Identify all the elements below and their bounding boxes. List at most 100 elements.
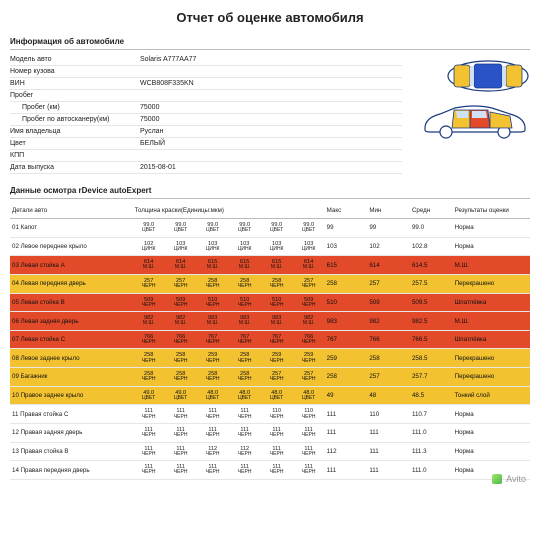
avito-icon (492, 474, 502, 484)
result-cell: Норма (453, 442, 530, 461)
measurement-cell: 983М.Ш. (229, 312, 261, 331)
measurement-cell: 510ЧЕРН (229, 293, 261, 312)
measurement-cell: 258ЧЕРН (133, 349, 165, 368)
measurement-cell: 49.0ЦВЕТ (165, 386, 197, 405)
info-block: Модель автоSolaris A777AA77Номер кузоваВ… (10, 54, 530, 174)
part-name-cell: 09 Багажник (10, 368, 133, 387)
part-name-cell: 01 Капот (10, 219, 133, 238)
table-row: 08 Левое заднее крыло258ЧЕРН258ЧЕРН259ЧЕ… (10, 349, 530, 368)
measurement-cell: 112ЧЕРН (229, 442, 261, 461)
avg-cell: 48.5 (410, 386, 453, 405)
th-part: Детали авто (10, 203, 133, 219)
th-max: Макс (325, 203, 368, 219)
measurement-cell: 111ЧЕРН (229, 405, 261, 424)
info-value (140, 68, 402, 75)
result-cell: Перекрашено (453, 349, 530, 368)
measurement-cell: 111ЧЕРН (261, 442, 293, 461)
info-row: Модель автоSolaris A777AA77 (10, 54, 402, 66)
result-cell: М.Ш. (453, 312, 530, 331)
measurement-cell: 257ЧЕРН (293, 368, 325, 387)
measurement-cell: 48.0ЦВЕТ (261, 386, 293, 405)
measurement-cell: 111ЧЕРН (165, 405, 197, 424)
table-row: 01 Капот99.0ЦВЕТ99.0ЦВЕТ99.0ЦВЕТ99.0ЦВЕТ… (10, 219, 530, 238)
max-cell: 258 (325, 274, 368, 293)
car-side-view (420, 100, 530, 140)
info-label: КПП (10, 152, 140, 159)
measurement-cell: 983М.Ш. (197, 312, 229, 331)
min-cell: 99 (367, 219, 410, 238)
measurement-cell: 258ЧЕРН (229, 274, 261, 293)
result-cell: Норма (453, 237, 530, 256)
max-cell: 258 (325, 368, 368, 387)
info-value: WCB808F335KN (140, 80, 402, 87)
result-cell: Норма (453, 424, 530, 443)
part-name-cell: 08 Левое заднее крыло (10, 349, 133, 368)
measurement-cell: 982М.Ш. (133, 312, 165, 331)
measurement-cell: 110ЧЕРН (261, 405, 293, 424)
info-label: Имя владельца (10, 128, 140, 135)
measurement-cell: 767ЧЕРН (261, 330, 293, 349)
min-cell: 111 (367, 442, 410, 461)
table-row: 04 Левая передняя дверь257ЧЕРН257ЧЕРН258… (10, 274, 530, 293)
table-row: 02 Левое переднее крыло102ЦИНК103ЦИНК103… (10, 237, 530, 256)
min-cell: 614 (367, 256, 410, 275)
info-row: Пробег по автосканеру(км)75000 (10, 114, 402, 126)
result-cell: Норма (453, 405, 530, 424)
th-min: Мин (367, 203, 410, 219)
info-value: 75000 (140, 116, 402, 123)
measurement-cell: 111ЧЕРН (293, 424, 325, 443)
avg-cell: 111.0 (410, 424, 453, 443)
max-cell: 259 (325, 349, 368, 368)
max-cell: 510 (325, 293, 368, 312)
measurement-cell: 982М.Ш. (165, 312, 197, 331)
result-cell: Тонкий слой (453, 386, 530, 405)
measurement-cell: 111ЧЕРН (133, 442, 165, 461)
info-row: КПП (10, 150, 402, 162)
inspect-section-title: Данные осмотра rDevice autoExpert (10, 182, 530, 199)
measurement-cell: 257ЧЕРН (261, 368, 293, 387)
avg-cell: 99.0 (410, 219, 453, 238)
min-cell: 110 (367, 405, 410, 424)
measurement-cell: 111ЧЕРН (293, 442, 325, 461)
measurement-cell: 111ЧЕРН (229, 461, 261, 480)
measurement-cell: 510ЧЕРН (197, 293, 229, 312)
measurement-cell: 111ЧЕРН (293, 461, 325, 480)
measurement-cell: 111ЧЕРН (165, 461, 197, 480)
avg-cell: 257.7 (410, 368, 453, 387)
result-cell: Перекрашено (453, 368, 530, 387)
th-thickness: Толщина краски(Единицы:мкм) (133, 203, 325, 219)
table-row: 13 Правая стойка B111ЧЕРН111ЧЕРН112ЧЕРН1… (10, 442, 530, 461)
report-title: Отчет об оценке автомобиля (10, 10, 530, 25)
min-cell: 48 (367, 386, 410, 405)
max-cell: 111 (325, 461, 368, 480)
measurement-cell: 111ЧЕРН (261, 461, 293, 480)
measurement-cell: 99.0ЦВЕТ (293, 219, 325, 238)
part-name-cell: 02 Левое переднее крыло (10, 237, 133, 256)
avg-cell: 110.7 (410, 405, 453, 424)
max-cell: 49 (325, 386, 368, 405)
avg-cell: 111.3 (410, 442, 453, 461)
part-name-cell: 03 Левая стойка A (10, 256, 133, 275)
avg-cell: 111.0 (410, 461, 453, 480)
result-cell: Шпатлёвка (453, 293, 530, 312)
min-cell: 257 (367, 368, 410, 387)
result-cell: Норма (453, 219, 530, 238)
measurement-cell: 48.0ЦВЕТ (293, 386, 325, 405)
table-row: 03 Левая стойка A614М.Ш.614М.Ш.615М.Ш.61… (10, 256, 530, 275)
table-row: 14 Правая передняя дверь111ЧЕРН111ЧЕРН11… (10, 461, 530, 480)
avg-cell: 614.5 (410, 256, 453, 275)
info-value: 75000 (140, 104, 402, 111)
th-avg: Средн (410, 203, 453, 219)
avg-cell: 982.5 (410, 312, 453, 331)
info-value (140, 92, 402, 99)
measurement-cell: 767ЧЕРН (197, 330, 229, 349)
measurement-cell: 259ЧЕРН (293, 349, 325, 368)
info-section-title: Информация об автомобиле (10, 33, 530, 50)
min-cell: 258 (367, 349, 410, 368)
measurement-cell: 99.0ЦВЕТ (197, 219, 229, 238)
measurement-cell: 99.0ЦВЕТ (133, 219, 165, 238)
measurement-cell: 112ЧЕРН (197, 442, 229, 461)
min-cell: 257 (367, 274, 410, 293)
measurement-cell: 615М.Ш. (229, 256, 261, 275)
info-row: Дата выпуска2015-08-01 (10, 162, 402, 174)
